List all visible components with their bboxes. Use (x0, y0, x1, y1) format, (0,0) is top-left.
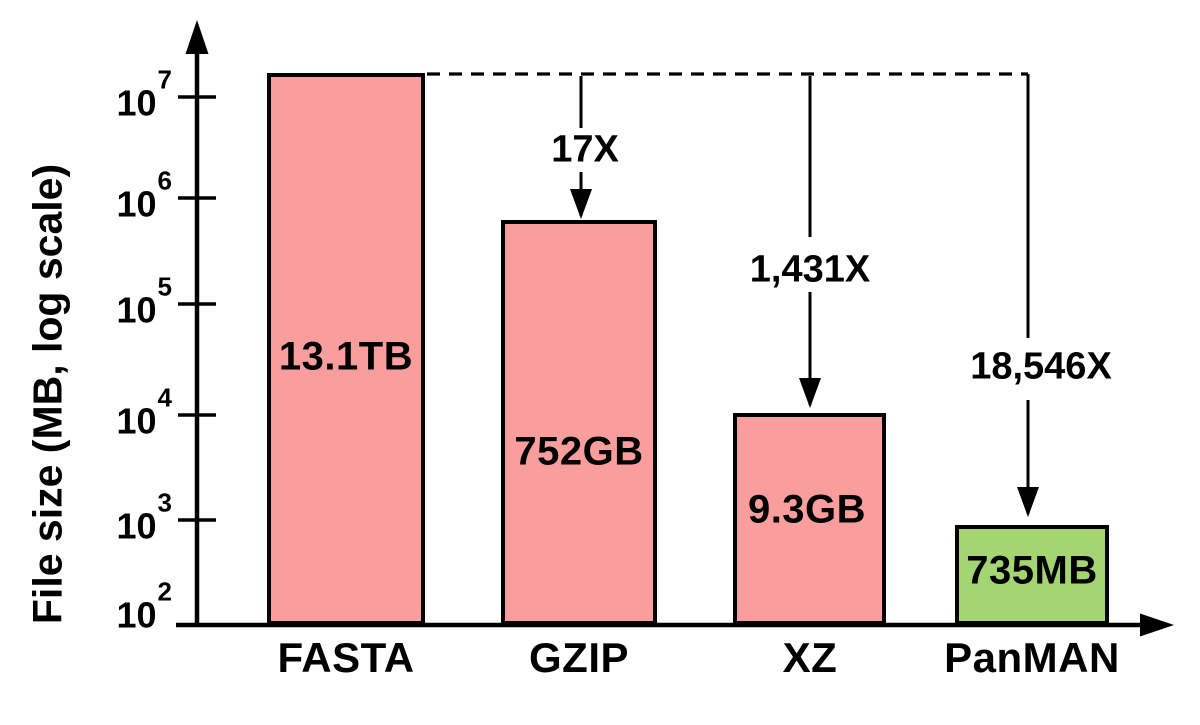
y-tick-label-1e7: 107 (116, 64, 172, 124)
bar-value-fasta: 13.1TB (278, 334, 414, 379)
x-category-fasta: FASTA (277, 634, 415, 681)
bar-xz (733, 413, 886, 625)
y-tick-label-1e4: 104 (116, 382, 172, 442)
bar-value-gzip: 752GB (514, 429, 644, 474)
annotation-gzip-17x: 17X (551, 128, 619, 171)
bar-value-xz: 9.3GB (747, 487, 867, 532)
x-axis-arrowhead-icon (1140, 613, 1174, 637)
bar-fasta (267, 73, 425, 625)
y-axis-arrowhead-icon (185, 20, 209, 54)
x-category-panman: PanMAN (944, 634, 1120, 681)
annotation-xz-1431x: 1,431X (749, 248, 871, 291)
y-axis-label: File size (MB, log scale) (24, 163, 71, 625)
y-tick-label-1e3: 103 (116, 487, 172, 547)
y-tick-label-1e2: 102 (116, 576, 172, 636)
y-tick-label-1e5: 105 (116, 271, 172, 331)
bar-value-panman: 735MB (966, 548, 1098, 593)
x-category-gzip: GZIP (528, 634, 630, 681)
y-tick-label-1e6: 106 (116, 165, 172, 225)
annotation-panman-18546x: 18,546X (970, 345, 1112, 388)
bar-gzip (501, 220, 657, 625)
x-category-xz: XZ (782, 634, 838, 681)
